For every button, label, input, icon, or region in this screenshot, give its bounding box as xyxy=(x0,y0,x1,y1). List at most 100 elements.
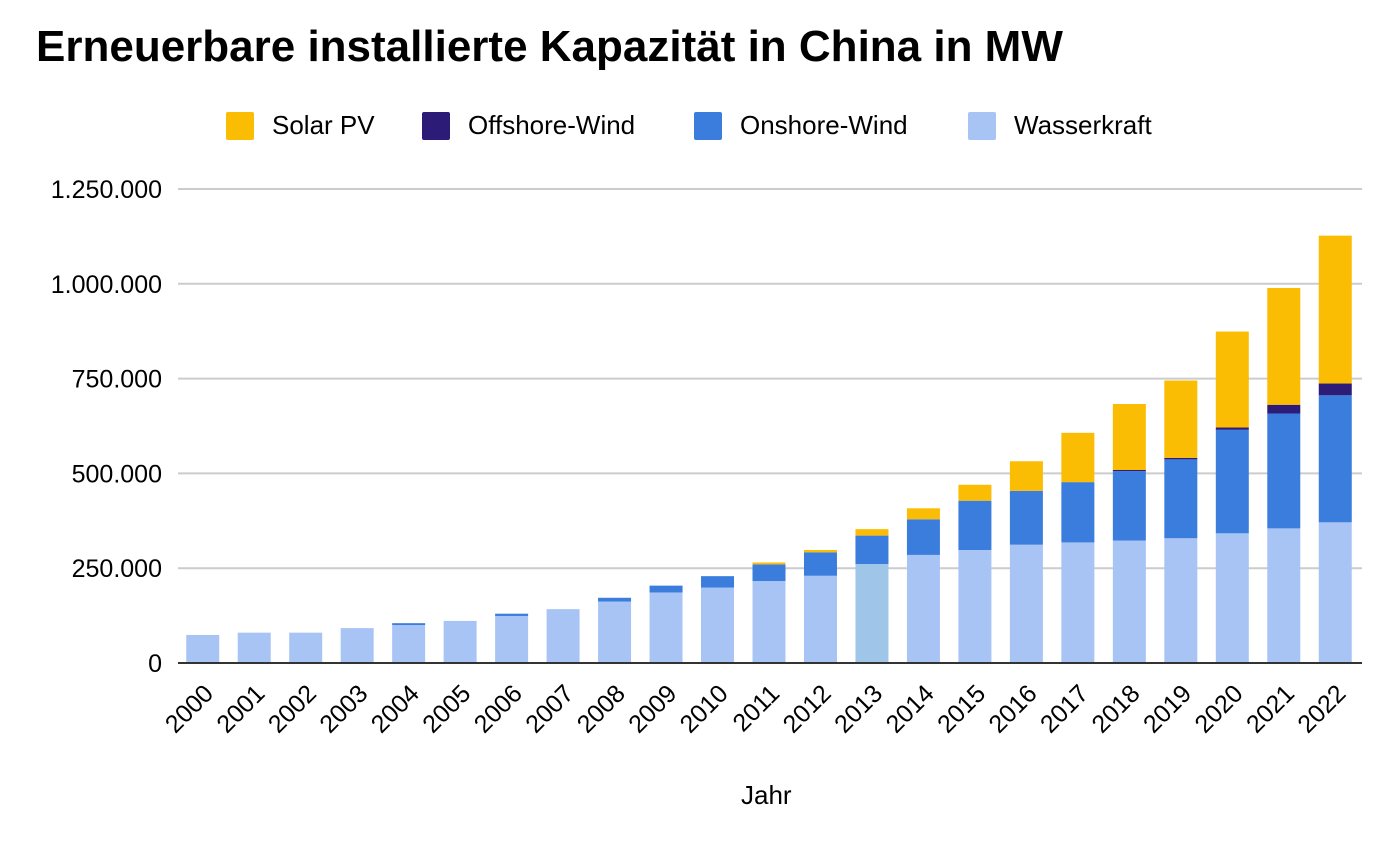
x-tick-label: 2001 xyxy=(211,679,270,738)
bar-offshore-wind-2018 xyxy=(1112,469,1146,472)
x-tick-label: 2012 xyxy=(778,679,837,738)
x-tick-label: 2014 xyxy=(881,679,940,738)
bar-onshore-wind-2011 xyxy=(752,564,786,582)
bar-onshore-wind-2004 xyxy=(392,623,426,626)
bar-solar-pv-2019 xyxy=(1164,380,1198,458)
bar-onshore-wind-2018 xyxy=(1112,471,1146,541)
x-tick-label: 2003 xyxy=(314,679,373,738)
x-tick-label: 2005 xyxy=(417,679,476,738)
bar-solar-pv-2022 xyxy=(1318,235,1352,384)
bar-wasserkraft-2011 xyxy=(752,581,786,663)
bar-wasserkraft-2002 xyxy=(289,632,323,663)
bar-wasserkraft-2004 xyxy=(392,625,426,663)
bar-onshore-wind-2014 xyxy=(906,519,940,555)
bar-solar-pv-2021 xyxy=(1267,287,1301,405)
legend-item-offshore-wind[interactable]: Offshore-Wind xyxy=(422,110,635,141)
bar-onshore-wind-2008 xyxy=(598,597,632,602)
bar-onshore-wind-2009 xyxy=(649,585,683,593)
chart-title: Erneuerbare installierte Kapazität in Ch… xyxy=(36,22,1063,71)
legend-item-solar-pv[interactable]: Solar PV xyxy=(226,110,375,141)
x-tick-label: 2022 xyxy=(1292,679,1351,738)
x-tick-label: 2011 xyxy=(727,679,785,737)
bar-wasserkraft-2014 xyxy=(906,554,940,663)
legend-swatch-solar-pv xyxy=(226,111,254,140)
x-tick-label: 2021 xyxy=(1241,679,1300,738)
bar-solar-pv-2013 xyxy=(855,529,889,536)
x-tick-label: 2013 xyxy=(829,679,888,738)
y-tick-label: 0 xyxy=(148,650,162,678)
x-tick-label: 2019 xyxy=(1138,679,1197,738)
bar-onshore-wind-2010 xyxy=(701,576,735,588)
bar-onshore-wind-2013 xyxy=(855,535,889,565)
bar-onshore-wind-2022 xyxy=(1318,395,1352,523)
x-axis-label-text: Jahr xyxy=(741,780,792,810)
x-tick-label: 2015 xyxy=(932,679,991,738)
bar-solar-pv-2020 xyxy=(1215,331,1249,428)
bar-offshore-wind-2022 xyxy=(1318,383,1352,396)
bar-wasserkraft-2020 xyxy=(1215,533,1249,663)
x-tick-label: 2017 xyxy=(1035,679,1094,738)
bar-onshore-wind-2016 xyxy=(1009,490,1043,545)
legend-swatch-onshore-wind xyxy=(694,111,722,140)
x-tick-label: 2018 xyxy=(1086,679,1145,738)
bar-solar-pv-2017 xyxy=(1061,432,1095,483)
legend-item-onshore-wind[interactable]: Onshore-Wind xyxy=(694,110,908,141)
bar-wasserkraft-2016 xyxy=(1009,544,1043,663)
x-tick-label: 2008 xyxy=(572,679,631,738)
bar-wasserkraft-2010 xyxy=(701,587,735,663)
bar-wasserkraft-2013 xyxy=(855,564,889,663)
y-tick-label: 250.000 xyxy=(72,555,162,583)
bar-solar-pv-2016 xyxy=(1009,461,1043,491)
chart-legend: Solar PV Offshore-Wind Onshore-Wind Wass… xyxy=(0,110,1376,144)
x-tick-label: 2016 xyxy=(984,679,1043,738)
bar-wasserkraft-2022 xyxy=(1318,522,1352,663)
legend-label-solar-pv: Solar PV xyxy=(272,110,375,140)
x-tick-label: 2004 xyxy=(366,679,425,738)
bar-wasserkraft-2007 xyxy=(546,609,580,663)
bar-wasserkraft-2001 xyxy=(237,632,271,663)
bar-wasserkraft-2012 xyxy=(803,575,837,663)
bar-wasserkraft-2005 xyxy=(443,620,477,663)
bar-solar-pv-2015 xyxy=(958,484,992,501)
bar-onshore-wind-2021 xyxy=(1267,413,1301,529)
bar-wasserkraft-2003 xyxy=(340,628,374,663)
bar-offshore-wind-2021 xyxy=(1267,404,1301,414)
bar-onshore-wind-2017 xyxy=(1061,482,1095,543)
x-tick-label: 2020 xyxy=(1189,679,1248,738)
bar-wasserkraft-2006 xyxy=(495,615,529,663)
bar-onshore-wind-2020 xyxy=(1215,429,1249,534)
legend-label-wasserkraft: Wasserkraft xyxy=(1014,110,1152,140)
bar-onshore-wind-2006 xyxy=(495,613,529,616)
legend-swatch-wasserkraft xyxy=(968,111,996,140)
bar-solar-pv-2014 xyxy=(906,508,940,520)
x-tick-label: 2009 xyxy=(623,679,682,738)
legend-label-offshore-wind: Offshore-Wind xyxy=(468,110,636,140)
bar-onshore-wind-2012 xyxy=(803,552,837,576)
x-tick-label: 2006 xyxy=(469,679,528,738)
x-tick-label: 2002 xyxy=(263,679,322,738)
legend-swatch-offshore-wind xyxy=(422,111,450,140)
bar-wasserkraft-2019 xyxy=(1164,538,1198,663)
y-tick-label: 1.250.000 xyxy=(51,176,162,204)
bar-offshore-wind-2020 xyxy=(1215,427,1249,430)
bar-wasserkraft-2017 xyxy=(1061,542,1095,663)
bar-wasserkraft-2015 xyxy=(958,549,992,663)
bar-wasserkraft-2009 xyxy=(649,592,683,663)
legend-label-onshore-wind: Onshore-Wind xyxy=(740,110,908,140)
bar-wasserkraft-2021 xyxy=(1267,528,1301,663)
bar-solar-pv-2018 xyxy=(1112,404,1146,470)
legend-item-wasserkraft[interactable]: Wasserkraft xyxy=(968,110,1152,141)
bar-onshore-wind-2015 xyxy=(958,500,992,550)
x-tick-label: 2007 xyxy=(520,679,579,738)
bar-solar-pv-2011 xyxy=(752,562,786,565)
bar-wasserkraft-2000 xyxy=(186,634,220,663)
x-tick-label: 2010 xyxy=(675,679,734,738)
y-tick-label: 1.000.000 xyxy=(51,271,162,299)
bar-offshore-wind-2019 xyxy=(1164,457,1198,460)
bar-wasserkraft-2018 xyxy=(1112,540,1146,663)
y-tick-label: 750.000 xyxy=(72,366,162,394)
x-tick-label: 2000 xyxy=(160,679,219,738)
bar-solar-pv-2012 xyxy=(803,549,837,553)
bar-onshore-wind-2019 xyxy=(1164,459,1198,539)
